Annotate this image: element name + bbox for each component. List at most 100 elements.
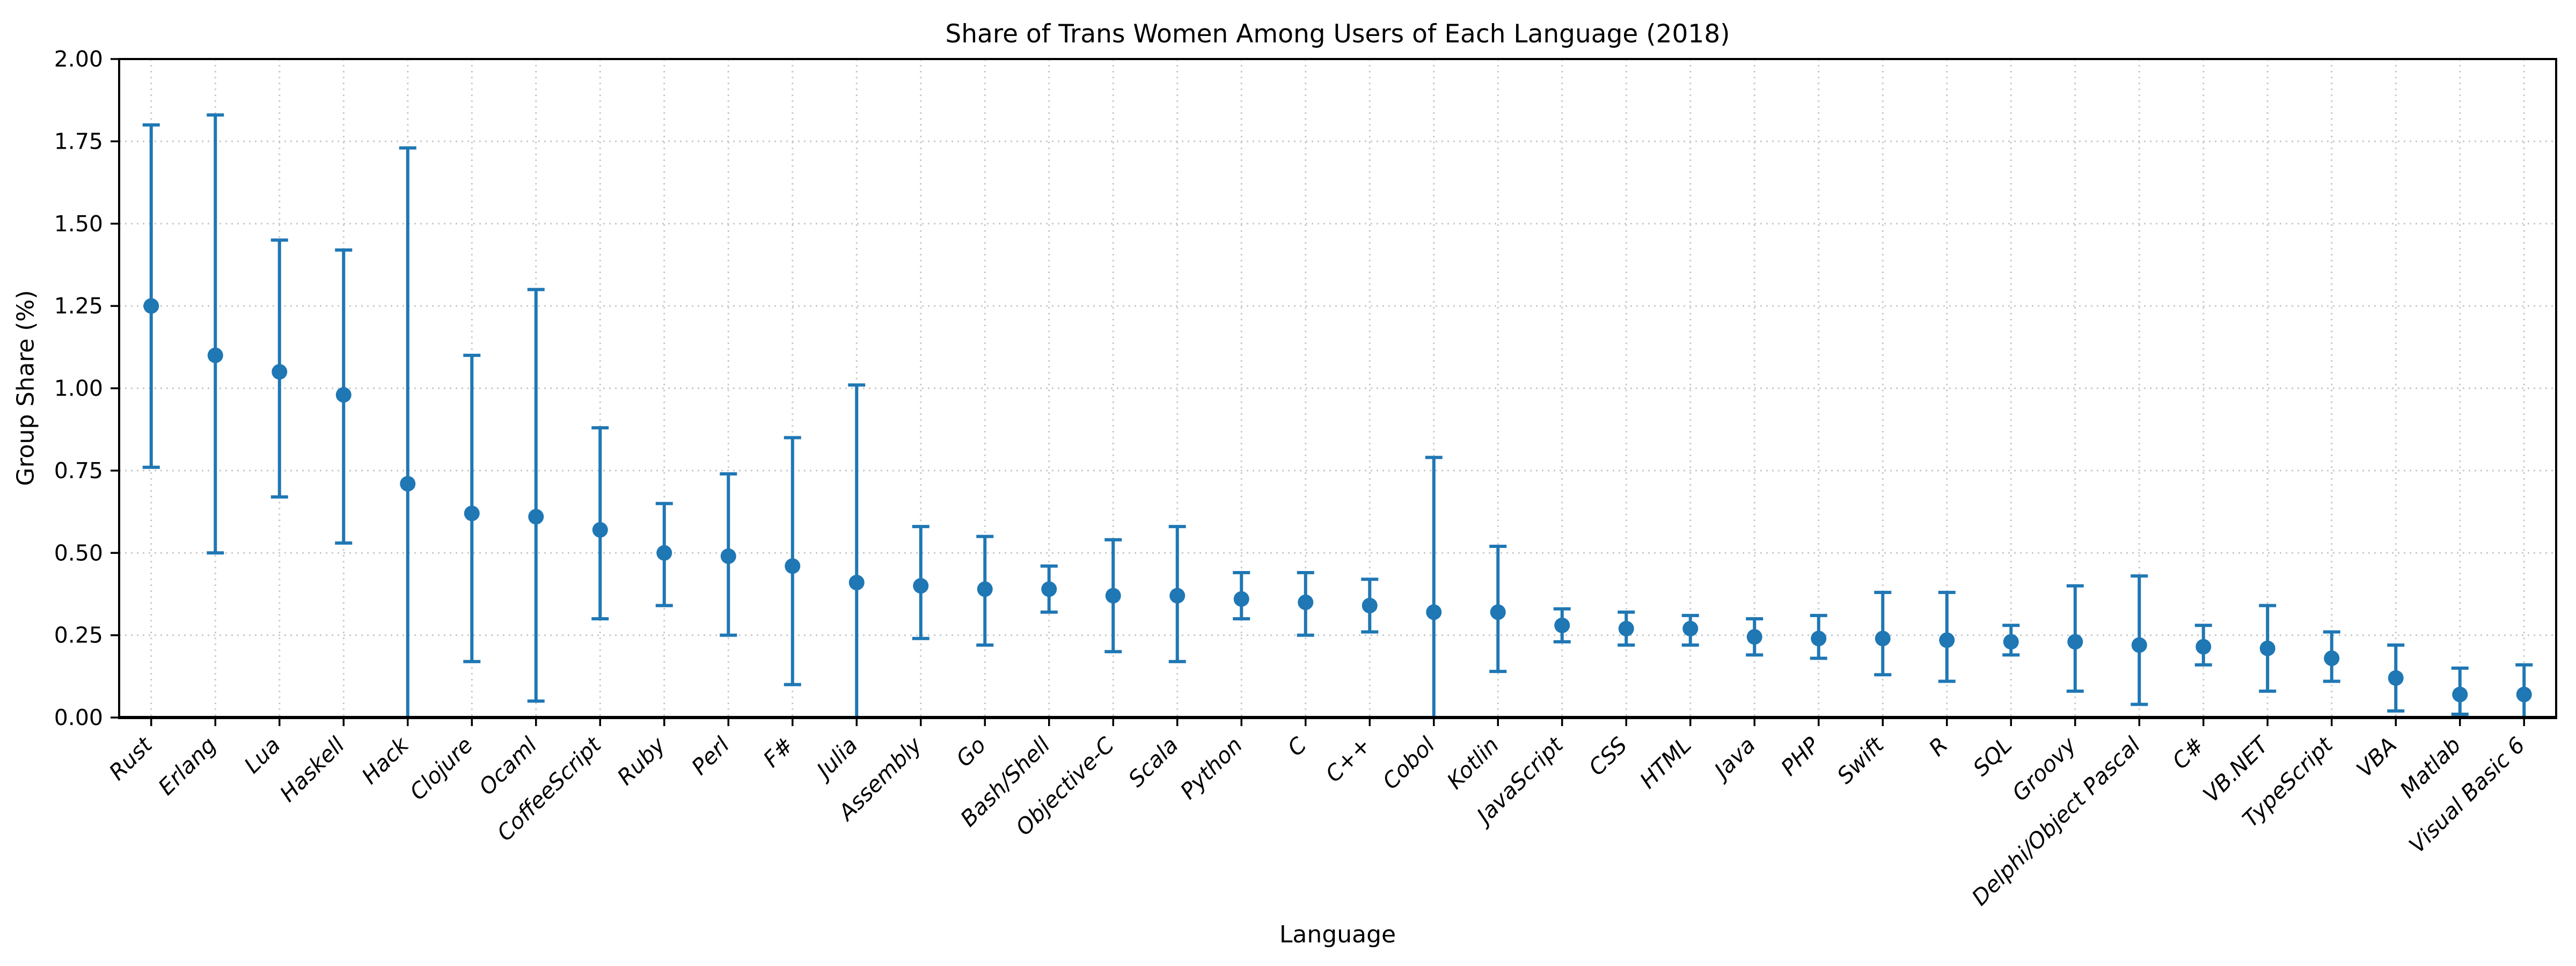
data-point-marker [335,387,352,403]
data-point-marker [592,522,608,538]
data-point-marker [1554,617,1570,633]
data-point-marker [1233,591,1249,607]
errorbar-point [142,123,160,469]
errorbar-point [1746,617,1763,657]
x-tick-label: R [1924,732,1953,761]
y-tick-label: 0.00 [54,705,103,730]
data-point-marker [720,548,736,564]
errorbar-point [1104,538,1122,654]
errorbar-point [912,525,930,640]
gridlines [119,58,2556,719]
errorbar-point [270,238,288,499]
errorbar-point [2194,624,2212,667]
data-point-marker [785,558,801,574]
x-tick-label: C++ [1321,732,1376,787]
errorbar-point [1040,564,1058,614]
errorbar-point [784,436,801,686]
errorbar-point [848,383,866,719]
errorbar-point [2259,604,2277,693]
data-point-marker [1362,597,1378,613]
x-tick-label: Rust [104,731,158,785]
data-point-marker [848,574,865,590]
data-point-marker [143,298,159,314]
errorbar-point [1168,525,1186,663]
errorbar-point [1938,590,1956,683]
errorbar-point [463,354,481,663]
x-tick-label: Swift [1832,731,1890,789]
x-tick-label: Clojure [405,732,478,805]
errorbar-point [1810,613,1827,660]
x-tick-label: Lua [239,732,286,778]
errorbar-point [2323,630,2340,683]
data-point-marker [977,581,993,597]
data-point-marker [656,545,672,561]
x-tick-label: C [1283,732,1312,761]
y-axis-label: Group Share (%) [12,290,40,486]
axis-ticks: 0.00 0.25 0.50 0.75 1.00 1.25 1.50 1.75 2.00 Rust… [54,46,2530,911]
errorbar-point [1681,613,1699,647]
errorbar-point [2387,643,2405,713]
y-tick-label: 1.00 [54,376,103,401]
x-tick-label: VBA [2352,732,2402,782]
x-tick-label: Perl [686,732,735,780]
data-point-marker [272,364,288,380]
chart-title: Share of Trans Women Among Users of Each… [945,19,1730,49]
data-point-marker [2452,686,2468,702]
x-tick-label: PHP [1776,732,1825,781]
errorbar-point [1489,544,1507,674]
data-point-marker [2388,670,2404,686]
data-point-marker [1169,588,1185,604]
data-point-marker [2324,650,2340,667]
data-point-marker [464,506,480,522]
data-point-marker [1490,604,1506,620]
data-point-marker [207,347,223,363]
errorbar-point [1425,456,1443,719]
x-tick-label: Hack [357,731,415,789]
errorbar-point [2131,574,2148,706]
data-point-marker [1939,632,1955,648]
y-tick-label: 0.50 [54,540,103,566]
y-tick-label: 0.25 [54,623,103,648]
errorbar-point [399,146,416,719]
x-tick-label: Julia [809,732,863,786]
data-point-marker [400,475,416,492]
data-point-marker [1682,620,1699,636]
errorbar-point [1553,607,1571,643]
data-point-marker [1746,629,1762,645]
errorbar-point [1874,590,1892,677]
x-tick-label: Cobol [1378,732,1440,795]
data-point-marker [2003,634,2019,650]
x-tick-label: HTML [1635,732,1696,794]
errorbar-point [976,535,994,647]
errorbar-point [527,288,545,703]
data-point-marker [1811,631,1827,647]
data-point-marker [1041,581,1057,597]
errorbar-point [2066,584,2084,693]
x-tick-label: F# [758,732,799,772]
errorbar-point [1297,571,1314,637]
data-point-marker [2131,637,2147,653]
data-point-marker [528,509,544,525]
x-tick-label: Python [1175,732,1247,804]
x-tick-label: Go [951,732,991,772]
x-tick-label: Ruby [612,732,671,791]
y-tick-label: 1.25 [54,293,103,319]
x-tick-label: Haskell [275,732,350,807]
x-tick-label: Kotlin [1442,732,1504,794]
data-point-marker [1618,620,1634,636]
errorbar-point [2451,666,2469,716]
data-point-marker [2516,686,2532,702]
data-point-marker [1875,631,1891,647]
errorbar-point [591,426,609,620]
y-tick-label: 2.00 [54,46,103,72]
errorbar-point [1233,571,1250,620]
data-point-marker [913,578,929,594]
y-tick-label: 1.75 [54,128,103,154]
errorbar-point [335,248,353,545]
data-point-marker [1105,588,1121,604]
x-tick-label: Erlang [153,732,222,800]
x-tick-label: Scala [1123,732,1183,792]
errorbar-point [1361,577,1379,634]
errorbar-point [655,502,673,608]
